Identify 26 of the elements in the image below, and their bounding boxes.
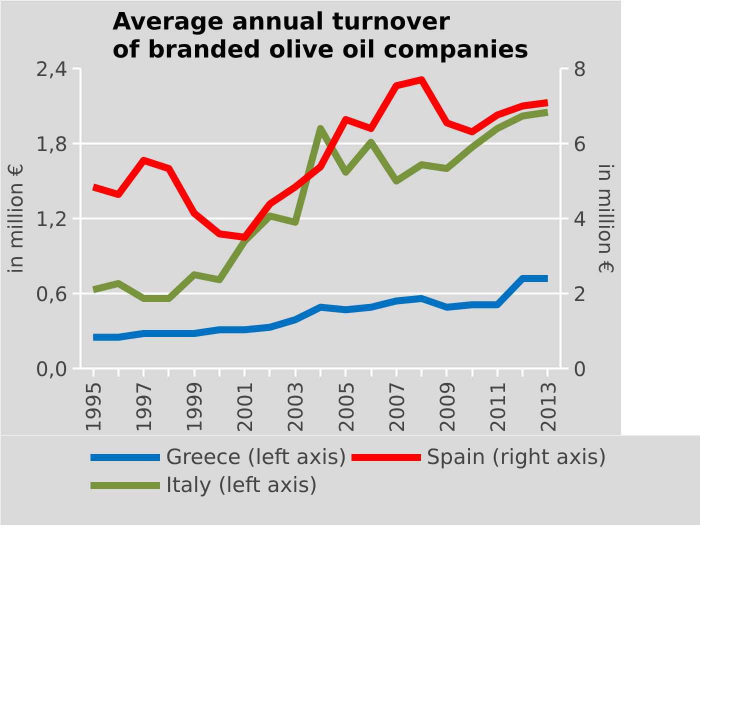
x-tick-label: 1995: [82, 381, 106, 432]
x-tick-label: 1997: [132, 381, 156, 432]
y-tick-label: 1,8: [36, 132, 68, 156]
y2-tick-label: 2: [574, 282, 586, 306]
legend-label: Italy (left axis): [166, 473, 318, 497]
y2-tick-label: 4: [574, 207, 586, 231]
y2-tick-label: 8: [574, 57, 586, 81]
legend-label: Spain (right axis): [426, 445, 606, 469]
y2-tick-label: 6: [574, 132, 586, 156]
chart-title: Average annual turnover of branded olive oil companies: [112, 8, 529, 64]
legend-label: Greece (left axis): [166, 445, 347, 469]
y-tick-label: 1,2: [36, 207, 68, 231]
y-tick-label: 2,4: [36, 57, 68, 81]
y-tick-label: 0,6: [36, 282, 68, 306]
y-axis-title: in million €: [4, 163, 28, 274]
x-tick-label: 1999: [182, 381, 207, 432]
x-tick-label: 2009: [435, 381, 460, 432]
x-tick-label: 2013: [536, 381, 560, 432]
x-tick-label: 2011: [486, 381, 510, 432]
x-tick-label: 2001: [233, 381, 258, 432]
y-tick-label: 0,0: [36, 357, 68, 381]
y2-tick-label: 0: [574, 357, 586, 381]
y2-axis-title: in million €: [594, 163, 618, 274]
x-tick-label: 2005: [334, 381, 358, 432]
x-tick-label: 2007: [384, 381, 409, 432]
x-tick-label: 2003: [284, 381, 308, 432]
